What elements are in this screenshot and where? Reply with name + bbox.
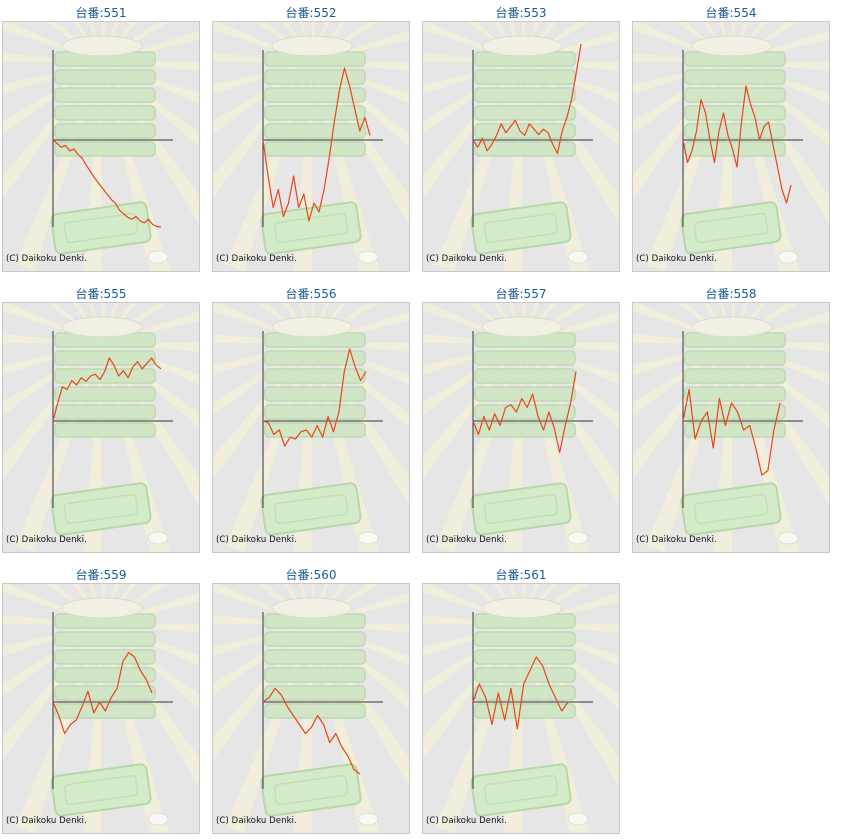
- chart-panel: (C) Daikoku Denki.: [632, 21, 830, 272]
- panel-background-art: [213, 22, 409, 271]
- chart-panel: (C) Daikoku Denki.: [2, 583, 200, 834]
- copyright-text: (C) Daikoku Denki.: [636, 535, 717, 545]
- balance-series-line: [682, 388, 781, 476]
- chart-svg: [213, 584, 409, 833]
- copyright-text: (C) Daikoku Denki.: [636, 254, 717, 264]
- chart-cell: 台番:557 (C) Daikoku Denki.: [420, 282, 622, 557]
- chart-svg: [213, 22, 409, 271]
- panel-background-art: [633, 303, 829, 552]
- chart-cell: 台番:551 (C) Daikoku Denki.: [0, 1, 202, 276]
- copyright-text: (C) Daikoku Denki.: [426, 535, 507, 545]
- chart-panel: (C) Daikoku Denki.: [212, 21, 410, 272]
- chart-cell: 台番:559 (C) Daikoku Denki.: [0, 563, 202, 838]
- chart-cell: 台番:558 (C) Daikoku Denki.: [630, 282, 832, 557]
- chart-panel: (C) Daikoku Denki.: [212, 302, 410, 553]
- copyright-text: (C) Daikoku Denki.: [216, 535, 297, 545]
- chart-cell: 台番:556 (C) Daikoku Denki.: [210, 282, 412, 557]
- copyright-text: (C) Daikoku Denki.: [216, 816, 297, 826]
- panel-background-art: [423, 584, 619, 833]
- panel-background-art: [3, 303, 199, 552]
- chart-cell: 台番:555 (C) Daikoku Denki.: [0, 282, 202, 557]
- copyright-text: (C) Daikoku Denki.: [6, 535, 87, 545]
- chart-svg: [633, 22, 829, 271]
- chart-cell: 台番:560 (C) Daikoku Denki.: [210, 563, 412, 838]
- chart-cell: 台番:553 (C) Daikoku Denki.: [420, 1, 622, 276]
- panel-background-art: [3, 22, 199, 271]
- machine-number-title[interactable]: 台番:553: [495, 6, 547, 20]
- chart-panel: (C) Daikoku Denki.: [422, 302, 620, 553]
- chart-panel: (C) Daikoku Denki.: [422, 583, 620, 834]
- machine-number-title[interactable]: 台番:558: [705, 287, 757, 301]
- chart-panel: (C) Daikoku Denki.: [2, 302, 200, 553]
- chart-panel: (C) Daikoku Denki.: [632, 302, 830, 553]
- panel-background-art: [423, 303, 619, 552]
- copyright-text: (C) Daikoku Denki.: [426, 254, 507, 264]
- chart-svg: [633, 303, 829, 552]
- chart-svg: [423, 584, 619, 833]
- machine-number-title[interactable]: 台番:551: [75, 6, 127, 20]
- chart-svg: [3, 22, 199, 271]
- chart-panel: (C) Daikoku Denki.: [422, 21, 620, 272]
- machine-number-title[interactable]: 台番:556: [285, 287, 337, 301]
- balance-series-line: [472, 371, 577, 454]
- chart-cell: 台番:552 (C) Daikoku Denki.: [210, 1, 412, 276]
- machine-number-title[interactable]: 台番:554: [705, 6, 757, 20]
- chart-cell: 台番:561 (C) Daikoku Denki.: [420, 563, 622, 838]
- chart-panel: (C) Daikoku Denki.: [2, 21, 200, 272]
- machine-number-title[interactable]: 台番:559: [75, 568, 127, 582]
- chart-svg: [423, 22, 619, 271]
- panel-background-art: [213, 303, 409, 552]
- copyright-text: (C) Daikoku Denki.: [6, 254, 87, 264]
- copyright-text: (C) Daikoku Denki.: [216, 254, 297, 264]
- machine-number-title[interactable]: 台番:557: [495, 287, 547, 301]
- balance-series-line: [682, 85, 792, 204]
- chart-panel: (C) Daikoku Denki.: [212, 583, 410, 834]
- balance-series-line: [262, 687, 361, 775]
- machine-number-title[interactable]: 台番:560: [285, 568, 337, 582]
- panel-background-art: [3, 584, 199, 833]
- machine-number-title[interactable]: 台番:552: [285, 6, 337, 20]
- copyright-text: (C) Daikoku Denki.: [6, 816, 87, 826]
- panel-background-art: [633, 22, 829, 271]
- balance-series-line: [472, 656, 569, 730]
- copyright-text: (C) Daikoku Denki.: [426, 816, 507, 826]
- chart-cell: 台番:554 (C) Daikoku Denki.: [630, 1, 832, 276]
- balance-series-line: [52, 651, 153, 735]
- panel-background-art: [423, 22, 619, 271]
- balance-series-line: [472, 43, 582, 155]
- chart-svg: [213, 303, 409, 552]
- balance-series-line: [262, 348, 367, 447]
- chart-svg: [3, 303, 199, 552]
- balance-series-line: [262, 67, 371, 222]
- balance-series-line: [52, 357, 162, 422]
- balance-series-line: [52, 139, 162, 228]
- machine-number-title[interactable]: 台番:561: [495, 568, 547, 582]
- chart-svg: [423, 303, 619, 552]
- chart-svg: [3, 584, 199, 833]
- machine-number-title[interactable]: 台番:555: [75, 287, 127, 301]
- panel-background-art: [213, 584, 409, 833]
